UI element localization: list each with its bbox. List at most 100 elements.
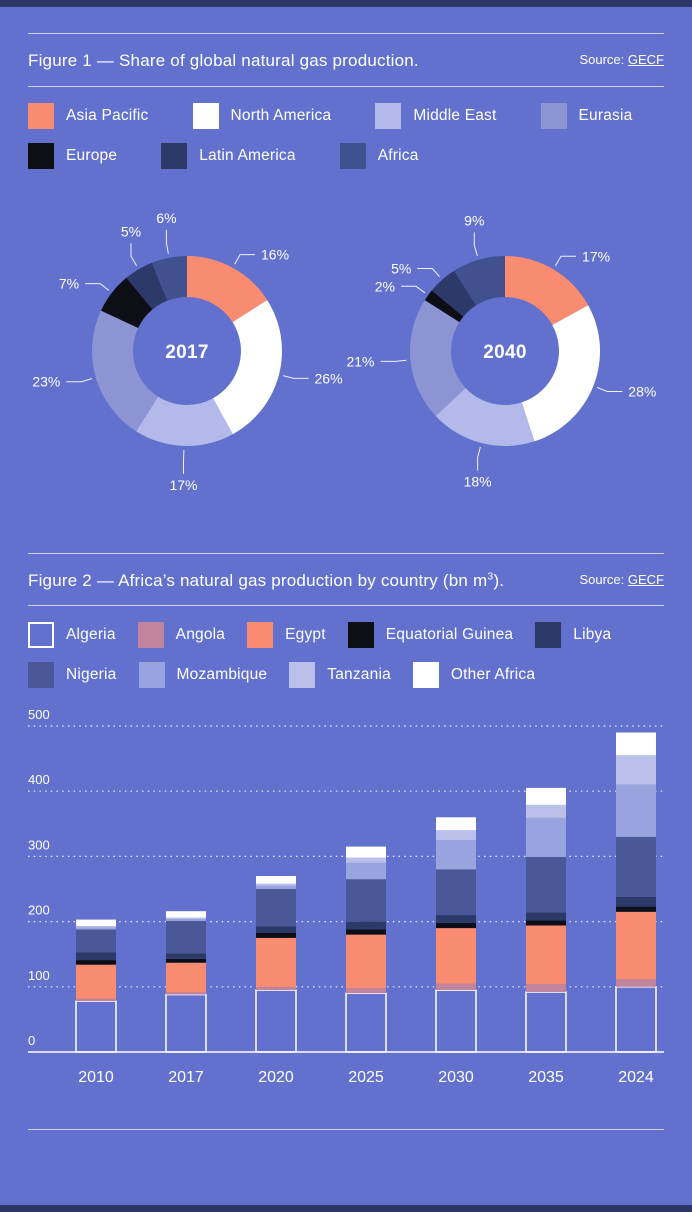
- bar-segment-equatorial-guinea-2010: [76, 960, 116, 965]
- legend-swatch-egypt: [247, 622, 274, 648]
- bar-segment-egypt-2035: [526, 925, 566, 985]
- donut-callout-line: [473, 231, 478, 256]
- legend-item-libya: Libya: [535, 622, 611, 648]
- legend-label: Other Africa: [450, 666, 536, 683]
- bar-segment-tanzania-2025: [346, 857, 386, 863]
- bar-segment-algeria-2017: [165, 993, 207, 1053]
- legend-item-europe: Europe: [28, 142, 118, 169]
- legend-item-other-africa: Other Africa: [412, 662, 536, 688]
- bar-segment-tanzania-2010: [76, 926, 116, 928]
- figure-2-title: Figure 2 — Africa’s natural gas producti…: [28, 569, 505, 590]
- bar-segment-tanzania-2020: [256, 883, 296, 886]
- donut-center-label: 2017: [165, 342, 208, 363]
- bar-segment-mozambique-2035: [526, 817, 566, 857]
- legend-swatch-libya: [535, 622, 562, 648]
- figure-1-section: Figure 1 — Share of global natural gas p…: [28, 33, 664, 517]
- legend-label: Europe: [66, 146, 118, 164]
- legend-swatch-middle-east: [375, 102, 402, 129]
- bar-segment-algeria-2025: [345, 992, 387, 1053]
- bar-segment-other-africa-2030: [436, 817, 476, 831]
- donut-percent-label: 5%: [121, 223, 141, 239]
- bar-segment-tanzania-2024: [616, 755, 656, 785]
- legend-label: Asia Pacific: [66, 106, 149, 124]
- donut-callout-line: [282, 374, 309, 379]
- bar-segment-tanzania-2017: [166, 917, 206, 919]
- figure-1-source: Source: GECF: [579, 48, 664, 67]
- donut-slice-middle-east: [435, 387, 535, 446]
- bar-segment-other-africa-2025: [346, 846, 386, 858]
- donut-percent-label: 2%: [375, 278, 395, 294]
- bar-segment-nigeria-2017: [166, 920, 206, 954]
- donut-callout-line: [234, 253, 255, 264]
- bottom-edge-strip: [0, 1205, 692, 1212]
- donut-percent-label: 9%: [464, 212, 484, 228]
- bar-segment-equatorial-guinea-2020: [256, 932, 296, 938]
- legend-label: Algeria: [66, 626, 116, 643]
- bar-segment-nigeria-2020: [256, 889, 296, 927]
- bar-segment-equatorial-guinea-2017: [166, 958, 206, 963]
- donut-slice-eurasia: [410, 299, 466, 416]
- superscript-3: 3: [487, 569, 494, 582]
- stacked-bar-chart: 0 100 200 300 400 500 2010 2017 2020 2025 2030 2035…: [28, 707, 664, 1086]
- legend-item-north-america: North America: [192, 102, 332, 129]
- bar-segment-algeria-2030: [435, 989, 477, 1053]
- bar-segment-nigeria-2030: [436, 869, 476, 915]
- bar-segment-angola-2030: [436, 983, 476, 990]
- donut-callout-line: [165, 229, 169, 254]
- bar-segment-egypt-2017: [166, 962, 206, 992]
- donut-callout-line: [554, 255, 576, 266]
- legend-item-tanzania: Tanzania: [289, 662, 391, 688]
- bar-segment-mozambique-2020: [256, 885, 296, 889]
- divider-line: [28, 552, 664, 554]
- donut-slice-europe: [424, 289, 464, 322]
- donut-chart-2040: 17% 28% 18% 21% 2% 5% 9% 2040: [346, 212, 656, 489]
- bar-segment-algeria-2020: [255, 989, 297, 1053]
- x-axis-label-2024: 2024: [618, 1069, 654, 1086]
- legend-label: Equatorial Guinea: [385, 626, 514, 643]
- figure-2-legend: Algeria Angola Egypt Equatorial Guinea Libya…: [28, 606, 664, 692]
- source-link-gecf[interactable]: GECF: [627, 52, 664, 67]
- divider-line: [28, 85, 664, 87]
- bar-segment-algeria-2035: [525, 991, 567, 1053]
- source-link-gecf[interactable]: GECF: [627, 571, 664, 587]
- donut-slice-latin-america: [431, 270, 477, 317]
- legend-label: Tanzania: [327, 666, 391, 683]
- figure-2-source: Source: GECF: [579, 568, 664, 587]
- legend-item-algeria: Algeria: [28, 622, 116, 648]
- bar-segment-equatorial-guinea-2035: [526, 920, 566, 926]
- bar-segment-mozambique-2024: [616, 784, 656, 837]
- bar-segment-equatorial-guinea-2024: [616, 906, 656, 912]
- y-axis-label-200: 200: [28, 903, 50, 918]
- y-axis-label-500: 500: [28, 710, 50, 722]
- legend-item-asia-pacific: Asia Pacific: [28, 102, 149, 129]
- donut-callout-line: [130, 242, 138, 266]
- figure-1-header: Figure 1 — Share of global natural gas p…: [28, 34, 664, 86]
- legend-swatch-tanzania: [289, 662, 316, 688]
- figure-2-header: Figure 2 — Africa’s natural gas producti…: [28, 554, 664, 606]
- legend-label: Latin America: [199, 146, 296, 164]
- bar-segment-mozambique-2010: [76, 927, 116, 930]
- legend-label: Libya: [573, 626, 612, 643]
- legend-item-equatorial-guinea: Equatorial Guinea: [347, 622, 514, 648]
- bar-segment-libya-2017: [166, 953, 206, 959]
- donut-slice-north-america: [213, 299, 282, 434]
- bar-segment-tanzania-2030: [436, 830, 476, 841]
- legend-label: Egypt: [285, 626, 326, 643]
- legend-swatch-latin-america: [161, 142, 188, 169]
- donut-callout-line: [477, 446, 481, 470]
- donut-percent-label: 21%: [346, 353, 374, 369]
- donut-slice-middle-east: [136, 396, 233, 446]
- donut-callout-line: [85, 282, 110, 291]
- donut-percent-label: 28%: [628, 383, 656, 399]
- donut-center-label: 2040: [483, 342, 526, 363]
- divider-line: [28, 605, 664, 606]
- bar-segment-angola-2017: [166, 992, 206, 995]
- donut-percent-label: 18%: [464, 473, 492, 489]
- bar-segment-egypt-2030: [436, 928, 476, 984]
- donut-callout-line: [417, 267, 440, 277]
- donut-percent-label: 17%: [582, 248, 610, 264]
- legend-item-middle-east: Middle East: [375, 102, 496, 129]
- figure-1-title: Figure 1 — Share of global natural gas p…: [28, 51, 419, 70]
- bar-segment-other-africa-2035: [526, 787, 566, 805]
- donut-callout-line: [401, 285, 426, 293]
